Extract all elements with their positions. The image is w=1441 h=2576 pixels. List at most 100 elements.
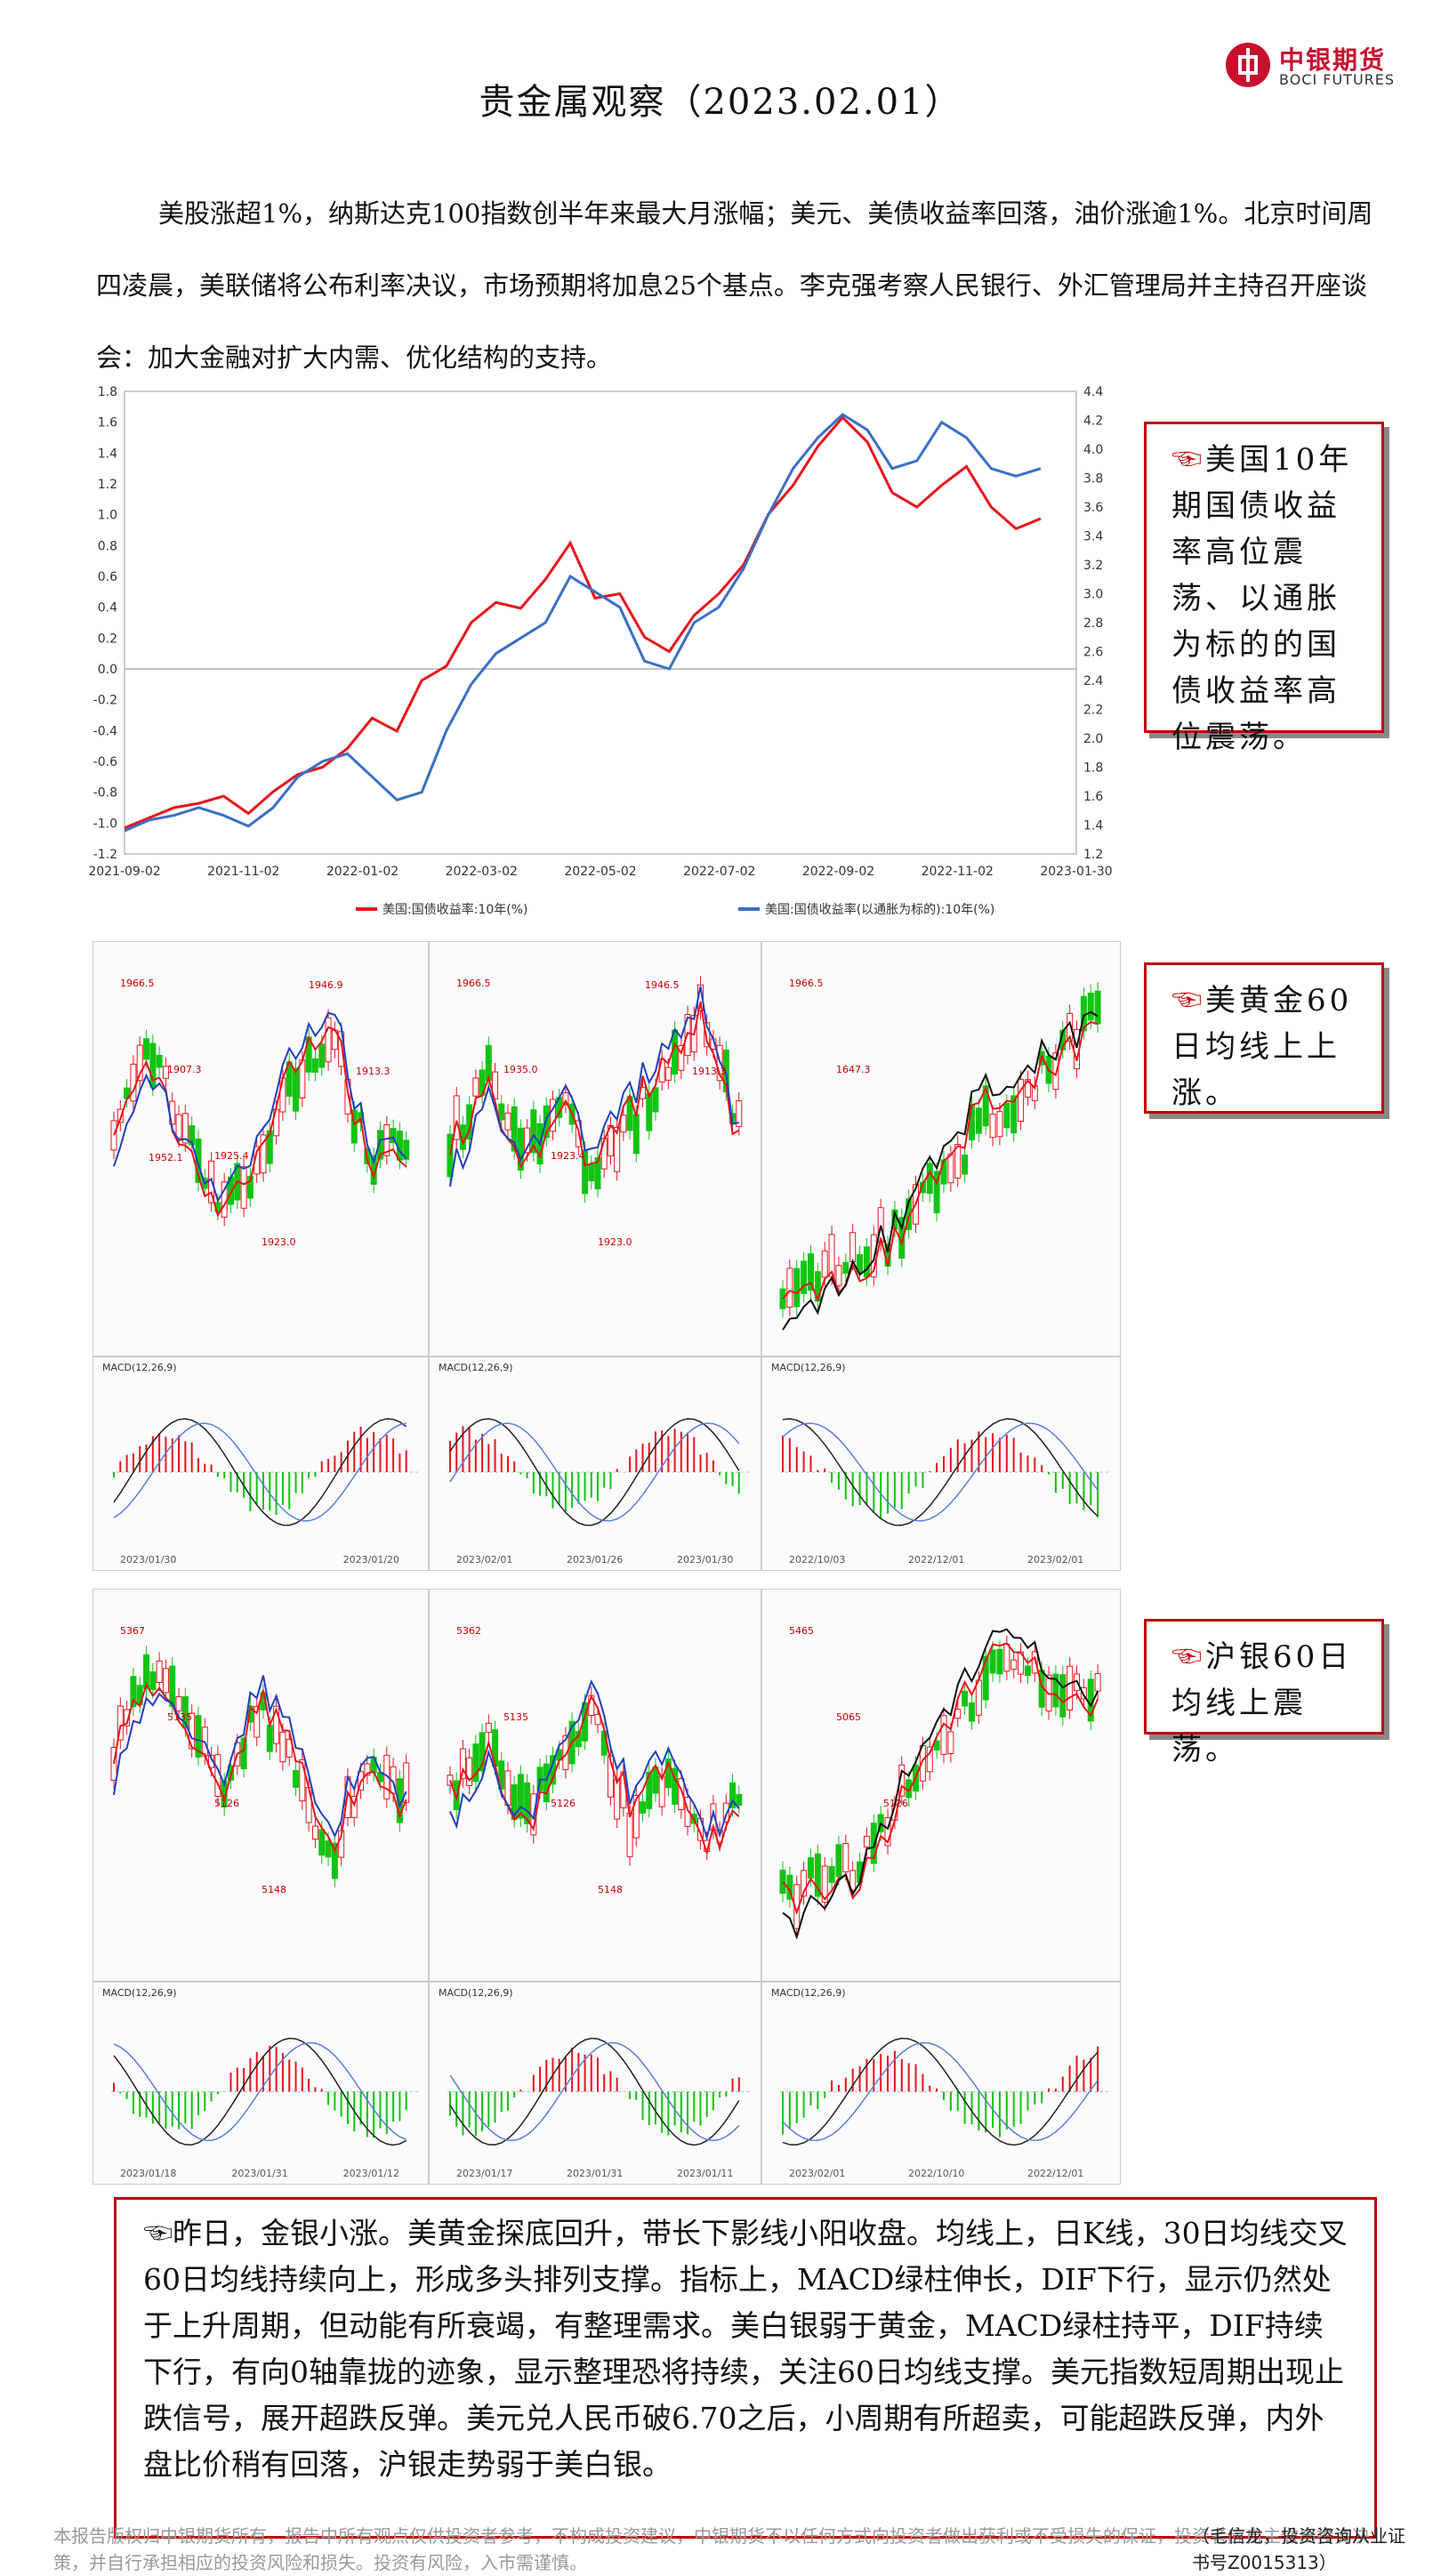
panel-label: 2023/02/01 (456, 1554, 512, 1566)
panel-label: 2023/01/26 (567, 1554, 623, 1566)
ma30-line (782, 1020, 1099, 1302)
dea-line (782, 1422, 1099, 1522)
panel-label: 2022/12/01 (908, 1554, 964, 1566)
candle-body (273, 1705, 280, 1744)
dea-line (782, 2041, 1099, 2142)
candle-body (594, 1157, 601, 1189)
panel-label: 1923.0 (262, 1236, 296, 1248)
panel-label: 5362 (456, 1625, 481, 1637)
dif-line (782, 1418, 1099, 1526)
silver-weekly-panel: 5465 5065 5126 MACD(12,26,9) 2022/10/10 2022/… (761, 1589, 1121, 2185)
candle-body (479, 1732, 486, 1772)
panel-label: 1913.3 (356, 1066, 390, 1077)
bond-yield-chart: 1.8 1.6 1.4 1.2 1.0 0.8 0.6 0.4 0.2 0.0 -0.2 -0.4 -0… (88, 382, 1121, 925)
candle-body (996, 1648, 1003, 1675)
candle-body (684, 1797, 691, 1827)
silver-note: ☜沪银60日均线上震荡。 (1144, 1619, 1384, 1767)
panel-label: 5465 (789, 1625, 814, 1637)
candle-body (658, 1775, 665, 1807)
panel-label: 1952.1 (149, 1152, 183, 1163)
ma60-line (449, 1678, 740, 1841)
candle-body (926, 1163, 933, 1195)
candle-body (729, 1782, 737, 1808)
candle-body (498, 1103, 505, 1121)
candle-body (293, 1770, 300, 1788)
dif-line (449, 1418, 740, 1526)
ma30-line (113, 1026, 407, 1218)
panel-label: MACD(12,26,9) (439, 1362, 513, 1373)
panel-label: MACD(12,26,9) (102, 1362, 177, 1373)
panel-label: 5135 (503, 1711, 528, 1723)
dif-line (113, 2037, 407, 2146)
panel-label: 5367 (120, 1625, 145, 1637)
panel-label: 5148 (262, 1884, 286, 1896)
panel-label: 1966.5 (789, 978, 824, 989)
ma30-line (449, 1694, 740, 1856)
candle-body (863, 1246, 870, 1278)
pointing-hand-icon: ☜ (1171, 1639, 1205, 1675)
candle-body (504, 1112, 511, 1131)
candle-body (870, 1823, 877, 1864)
kline-svg: 5465 5065 5126 MACD(12,26,9) 2022/10/10 2022/… (762, 1625, 1120, 2179)
candle-body (117, 1108, 124, 1123)
candle-body (403, 1762, 410, 1803)
summary-box: ☜昨日，金银小涨。美黄金探底回升，带长下影线小阳收盘。均线上，日K线，30日均线… (114, 2197, 1377, 2539)
candle-body (549, 1099, 556, 1132)
candle-body (588, 1163, 595, 1181)
ma60-line (113, 1011, 407, 1203)
candle-body (383, 1124, 390, 1156)
candle-body (524, 1127, 531, 1154)
candle-body (975, 1107, 982, 1134)
candle-body (919, 1181, 926, 1194)
panel-label: 2023/01/17 (456, 2168, 512, 2179)
candle-body (175, 1695, 182, 1711)
candle-body (517, 1774, 524, 1819)
panel-label: 2022/10/03 (789, 1554, 845, 1566)
bond-note-text: 美国10年期国债收益率高位震荡、以通胀为标的的国债收益率高位震荡。 (1171, 442, 1353, 755)
y-right-tick-label: 2.8 (1083, 616, 1103, 631)
candle-body (110, 1120, 117, 1151)
candle-body (1052, 1673, 1059, 1708)
panel-label: MACD(12,26,9) (771, 1362, 846, 1373)
x-tick-label: 2022-01-02 (326, 865, 398, 879)
candle-body (286, 1738, 293, 1758)
candle-body (472, 1077, 479, 1097)
candle-body (511, 1106, 518, 1152)
analyst-cert: （毛信龙，投资咨询从业证书号Z0015313） (1192, 2525, 1405, 2573)
candle-body (982, 1085, 989, 1127)
candle-body (801, 1870, 808, 1897)
company-logo: 中银期货 BOCI FUTURES (1226, 39, 1413, 93)
pointing-hand-icon: ☜ (1171, 442, 1205, 478)
y-left-tick-label: -1.2 (93, 848, 117, 862)
candle-body (562, 1092, 569, 1105)
panel-label: 2023/01/20 (343, 1554, 399, 1566)
bond-note: ☜美国10年期国债收益率高位震荡、以通胀为标的的国债收益率高位震荡。 (1144, 422, 1384, 755)
candle-body (989, 1649, 996, 1674)
candle-body (1003, 1102, 1010, 1129)
panel-label: 2023/01/31 (567, 2168, 623, 2179)
series-line-0 (124, 415, 1042, 830)
gold-weekly-panel: 1966.5 1647.3 MACD(12,26,9) 2022/10/03 2022/… (761, 941, 1121, 1571)
dea-line (449, 2041, 740, 2142)
candle-body (195, 1715, 202, 1758)
y-left-tick-label: 0.4 (98, 601, 117, 616)
y-right-tick-label: 2.6 (1083, 646, 1103, 660)
y-left-tick-label: 1.8 (98, 385, 117, 399)
candle-body (1067, 1665, 1074, 1711)
candle-body (299, 1759, 306, 1802)
candle-body (933, 1171, 940, 1213)
y-right-tick-label: 3.0 (1083, 588, 1103, 602)
candle-body (149, 1042, 157, 1088)
dif-line (449, 2037, 740, 2146)
candle-body (940, 1715, 947, 1755)
candle-body (331, 1842, 338, 1880)
y-right-tick-label: 1.4 (1083, 819, 1103, 833)
candle-body (260, 1134, 267, 1174)
intro-paragraph: 美股涨超1%，纳斯达克100指数创半年来最大月涨幅；美元、美债收益率回落，油价涨… (96, 198, 1373, 373)
candle-body (962, 1155, 969, 1175)
candle-body (722, 1050, 729, 1093)
candle-body (266, 1725, 273, 1752)
y-left-tick-label: -0.8 (93, 786, 117, 801)
candle-body (156, 1054, 163, 1068)
candle-body (842, 1843, 849, 1872)
